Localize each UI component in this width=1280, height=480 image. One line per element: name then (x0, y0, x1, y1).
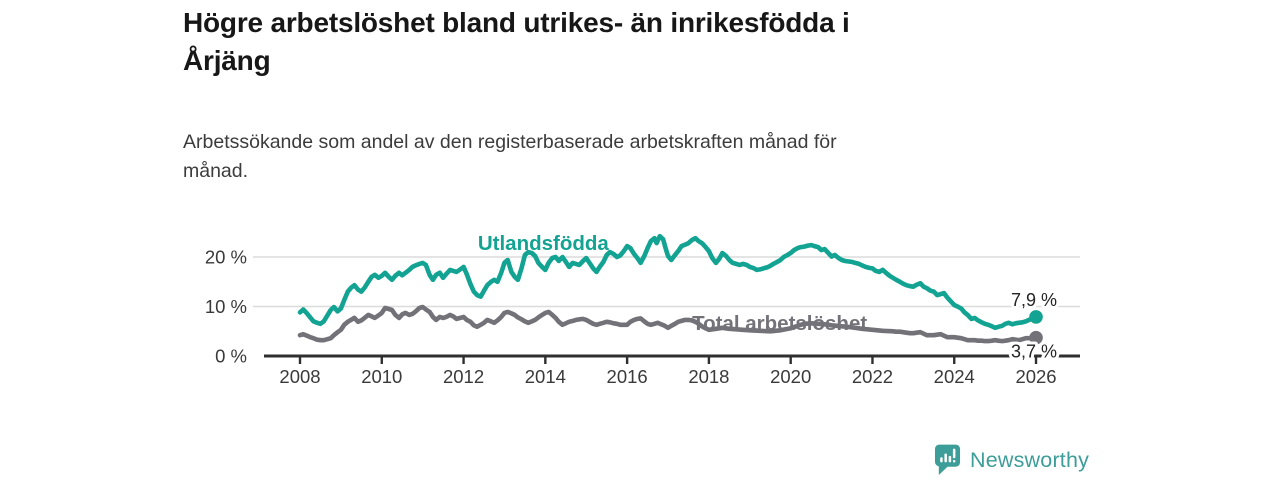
series-end-dot (1029, 310, 1043, 324)
series-end-dot (1029, 330, 1043, 345)
x-axis-tick-label: 2026 (1015, 366, 1056, 387)
x-axis-tick-label: 2016 (607, 366, 648, 387)
newsworthy-wordmark: Newsworthy (970, 447, 1090, 472)
x-axis-tick-label: 2018 (688, 366, 729, 387)
series-end-value-label: 3,7 % (1011, 342, 1057, 362)
x-axis-tick-label: 2008 (279, 366, 320, 387)
series-line-total-arbetsl-shet (297, 304, 1039, 344)
x-axis-tick-label: 2012 (443, 366, 484, 387)
newsworthy-logo: Newsworthy (934, 443, 1089, 477)
chart-title: Högre arbetslöshet bland utrikes- än inr… (183, 7, 850, 77)
x-axis-tick-label: 2022 (852, 366, 893, 387)
series-label: Total arbetslöshet (692, 312, 867, 335)
y-axis-tick-label: 20 % (205, 247, 247, 268)
series-line-utlandsf-dda (297, 233, 1039, 331)
x-axis-tick-label: 2024 (934, 366, 975, 387)
series-label: Utlandsfödda (478, 232, 610, 255)
y-axis-tick-label: 10 % (205, 296, 247, 317)
x-axis-tick-label: 2020 (770, 366, 811, 387)
chart-subtitle: Arbetssökande som andel av den registerb… (183, 131, 837, 182)
y-axis-tick-label: 0 % (215, 346, 247, 367)
x-axis-tick-label: 2010 (361, 366, 402, 387)
series-end-value-label: 7,9 % (1011, 290, 1057, 310)
newsworthy-bar-chart-icon (934, 444, 961, 475)
x-axis-tick-label: 2014 (525, 366, 566, 387)
